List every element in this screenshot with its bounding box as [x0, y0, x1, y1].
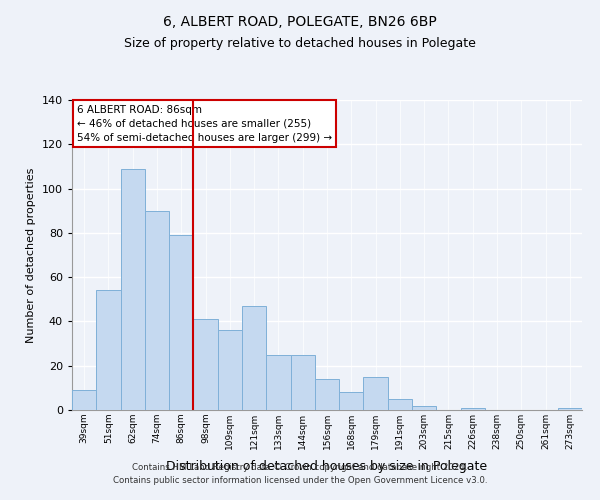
- Bar: [96, 290, 121, 410]
- Bar: [145, 210, 169, 410]
- Bar: [121, 168, 145, 410]
- Bar: [558, 408, 582, 410]
- Bar: [193, 319, 218, 410]
- Text: 6 ALBERT ROAD: 86sqm
← 46% of detached houses are smaller (255)
54% of semi-deta: 6 ALBERT ROAD: 86sqm ← 46% of detached h…: [77, 104, 332, 142]
- Bar: [72, 390, 96, 410]
- Text: 6, ALBERT ROAD, POLEGATE, BN26 6BP: 6, ALBERT ROAD, POLEGATE, BN26 6BP: [163, 15, 437, 29]
- Bar: [218, 330, 242, 410]
- Bar: [290, 354, 315, 410]
- Bar: [169, 235, 193, 410]
- Text: Size of property relative to detached houses in Polegate: Size of property relative to detached ho…: [124, 38, 476, 51]
- Bar: [339, 392, 364, 410]
- Bar: [461, 408, 485, 410]
- X-axis label: Distribution of detached houses by size in Polegate: Distribution of detached houses by size …: [166, 460, 488, 473]
- Bar: [364, 377, 388, 410]
- Bar: [412, 406, 436, 410]
- Bar: [388, 399, 412, 410]
- Bar: [242, 306, 266, 410]
- Y-axis label: Number of detached properties: Number of detached properties: [26, 168, 36, 342]
- Bar: [266, 354, 290, 410]
- Text: Contains HM Land Registry data © Crown copyright and database right 2024.
Contai: Contains HM Land Registry data © Crown c…: [113, 464, 487, 485]
- Bar: [315, 379, 339, 410]
